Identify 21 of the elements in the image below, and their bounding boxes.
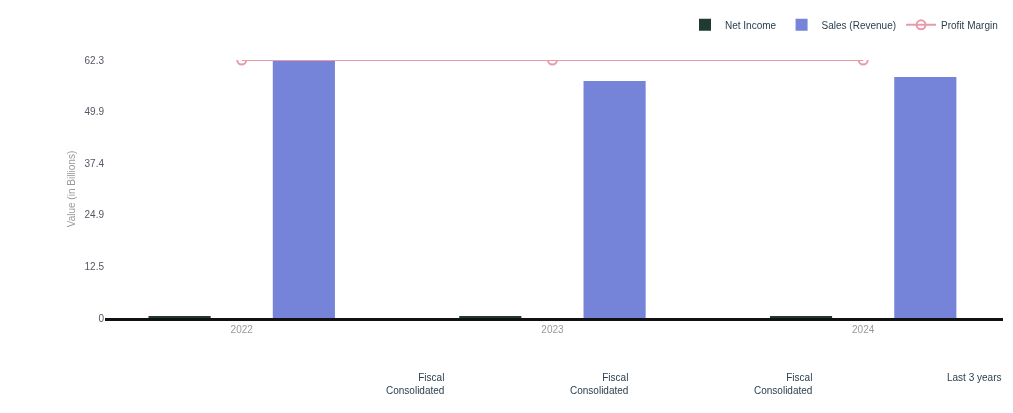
bar <box>148 315 211 318</box>
bar <box>272 60 335 318</box>
x-tick-label: 2024 <box>852 324 875 335</box>
y-tick-label: 0 <box>98 312 105 324</box>
bar <box>583 81 646 318</box>
text: Last 3 years <box>947 372 1002 383</box>
bar <box>894 76 957 318</box>
text: Fiscal Consolidated <box>570 372 629 396</box>
legend-label: Sales (Revenue) <box>821 19 897 31</box>
text: Fiscal Consolidated <box>386 372 445 396</box>
y-axis-title: Value (in Billions) <box>66 150 77 228</box>
y-tick-label: 49.9 <box>84 105 105 117</box>
y-tick-label: 62.3 <box>84 54 105 66</box>
x-tick-label: 2022 <box>230 324 254 335</box>
legend-label: Net Income <box>725 19 777 31</box>
y-tick-label: 24.9 <box>84 209 105 221</box>
y-tick-label: 12.5 <box>84 260 105 272</box>
text: Fiscal Consolidated <box>754 372 813 396</box>
x-tick-label: 2023 <box>541 324 565 335</box>
y-tick-label: 37.4 <box>84 157 105 169</box>
legend-label: Profit Margin <box>941 19 998 31</box>
